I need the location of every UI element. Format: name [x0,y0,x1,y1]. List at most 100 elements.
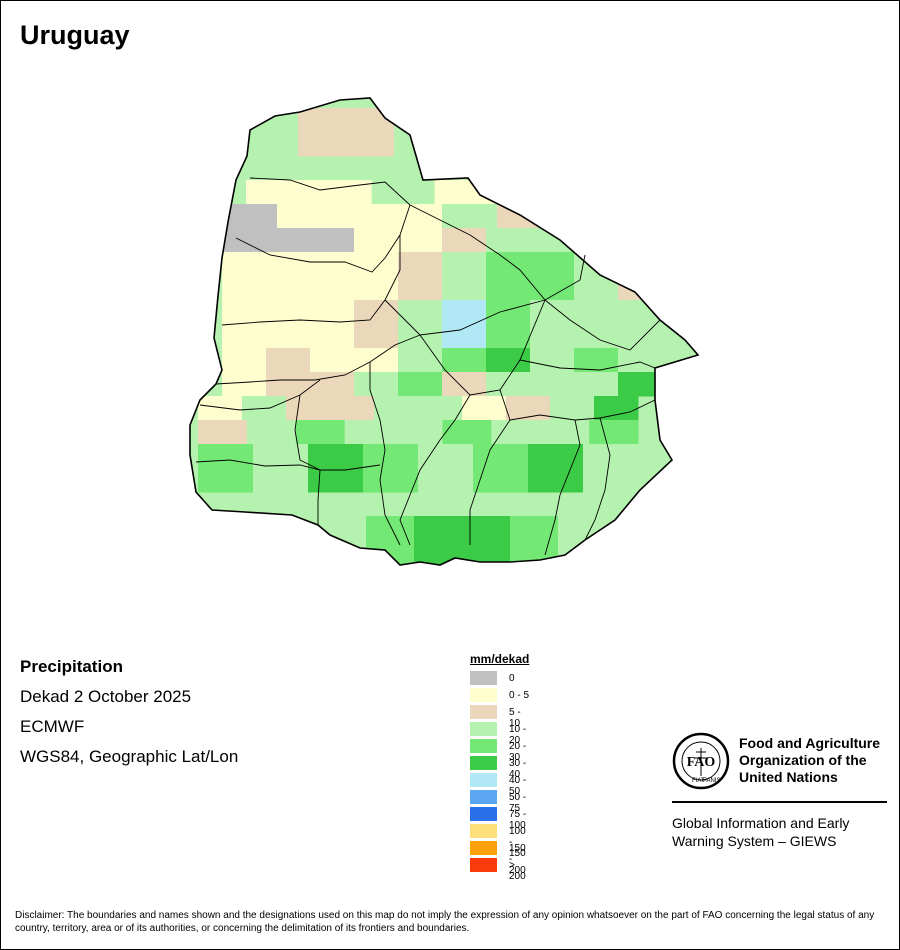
period-label: Dekad 2 October 2025 [20,687,192,706]
legend-row: 100 - 150 [470,823,529,859]
grid-cell [618,228,663,253]
grid-cell [574,228,619,253]
legend-row: 30 - 40 [470,755,529,780]
grid-cell [310,372,355,397]
grid-cell [354,348,399,373]
fao-divider [672,801,887,803]
map-title: Uruguay [20,20,130,50]
grid-cell [310,348,355,373]
grid-cell [589,420,639,445]
grid-cell [442,204,498,229]
legend-label: 10 - 20 [509,724,527,746]
grid-cell [442,348,487,373]
grid-cell [574,300,619,349]
legend-swatch [470,841,497,855]
legend-swatch [470,705,497,719]
variable-label: Precipitation [20,657,123,676]
grid-cell [618,252,663,301]
legend-label: 75 - 100 [509,809,527,831]
legend-row: > 200 [470,857,529,882]
grid-cell [286,396,331,421]
legend-label: 150 - 200 [509,843,526,876]
legend-title: mm/dekad [470,652,530,666]
grid-cell [530,300,575,349]
precipitation-grid [190,98,698,565]
legend-swatch [470,688,497,702]
grid-cell [398,372,443,397]
grid-cell [550,396,595,421]
department-boundaries [195,177,661,556]
grid-cell [398,348,443,373]
legend-row: 10 - 20 [470,721,529,746]
grid-cell [298,108,347,157]
grid-cell [510,516,559,565]
grid-cell [462,516,511,565]
grid-cell [222,348,267,373]
legend-row: 5 - 10 [470,704,529,729]
grid-cell [222,372,267,397]
grid-cell [310,228,355,253]
legend-label: 0 [509,673,515,684]
legend-row: 0 [470,670,529,687]
grid-cell [442,300,487,349]
grid-cell [486,228,531,253]
grid-cell [363,444,419,493]
legend-label: > 200 [509,860,526,882]
grid-cell [594,396,639,421]
grid-cell [310,300,355,349]
grid-cell [462,396,507,421]
grid-cell [198,396,243,421]
grid-cell [418,444,474,493]
model-label: ECMWF [20,717,85,736]
precipitation-map [189,97,700,566]
grid-cell [371,180,436,205]
grid-cell [530,228,575,253]
grid-cell [354,252,399,301]
grid-cell [618,348,663,373]
legend-label: 20 - 30 [509,741,527,763]
grid-cell [344,420,395,445]
grid-cell [552,204,608,229]
grid-cell [414,516,463,565]
grid-cell [354,228,399,253]
grid-cell [442,252,487,301]
legend-row: 50 - 75 [470,789,529,814]
grid-cell [266,252,311,301]
grid-cell [354,372,399,397]
grid-cell [393,420,443,445]
grid-cell [354,300,399,349]
legend-swatch [470,858,497,872]
grid-cell [330,396,375,421]
legend-swatch [470,807,497,821]
grid-cell [486,300,531,349]
legend: mm/dekad 0 0 - 5 5 - 10 10 - 20 20 - 30 30 - … [470,652,530,882]
grid-cell [277,204,333,229]
giews-name: Global Information and Early Warning Sys… [672,815,850,849]
grid-cell [434,180,498,205]
grid-cell [486,372,531,397]
grid-cell [491,420,541,445]
grid-cell [198,420,248,445]
legend-row: 20 - 30 [470,738,529,763]
grid-cell [295,420,346,445]
legend-row: 0 - 5 [470,687,529,704]
grid-cell [442,108,491,157]
grid-cell [246,420,297,445]
grid-cell [266,300,311,349]
disclaimer-text: Disclaimer: The boundaries and names sho… [15,910,875,934]
grid-cell [530,372,575,397]
legend-swatch [470,773,497,787]
grid-cell [222,252,267,301]
grid-cell [530,252,575,301]
grid-cell [266,228,311,253]
grid-cell [222,228,267,253]
grid-cell [618,372,663,397]
legend-label: 40 - 50 [509,775,527,797]
country-outline [189,97,700,566]
legend-row: 150 - 200 [470,840,529,876]
legend-swatch [470,790,497,804]
grid-cell [366,516,415,565]
grid-cell [574,348,619,373]
projection-label: WGS84, Geographic Lat/Lon [20,747,239,766]
legend-swatch [470,739,497,753]
